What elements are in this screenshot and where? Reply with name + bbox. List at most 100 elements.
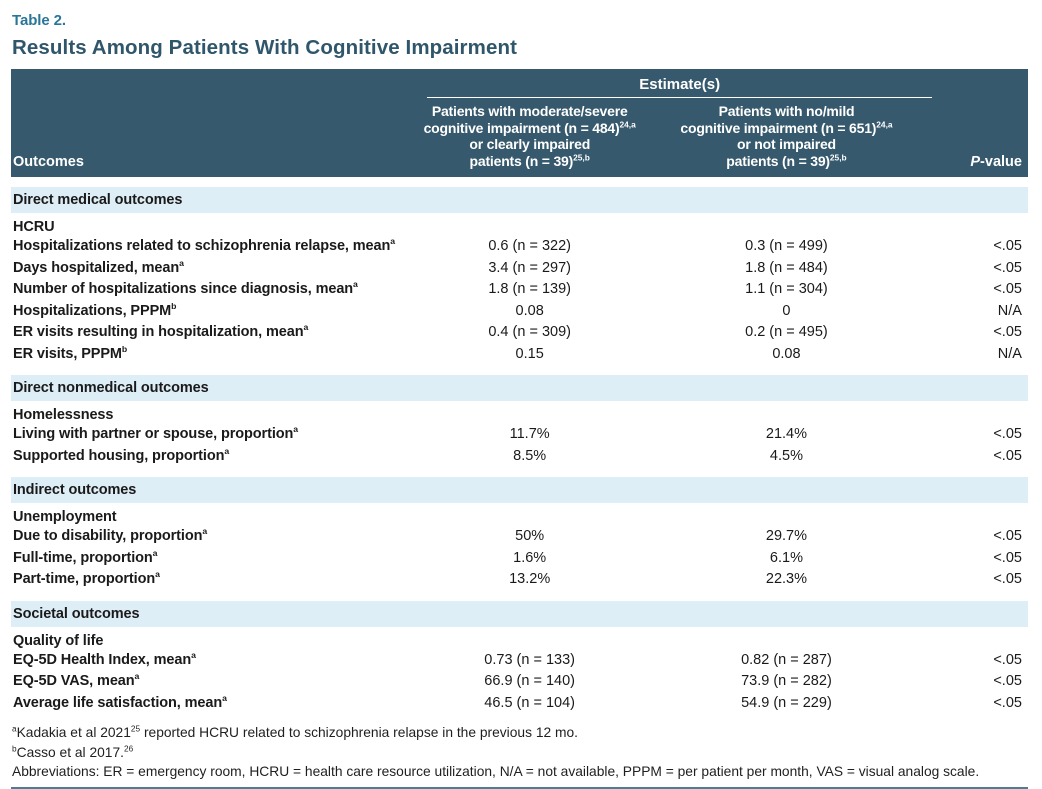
estimate-cell-no-mild: 73.9 (n = 282) [741,673,832,689]
section-band: Direct nonmedical outcomes [11,375,1028,401]
p-value-cell: <.05 [993,238,1022,254]
subgroup-label: HCRU [13,219,55,235]
estimates-group: Estimate(s) Patients with moderate/sever… [423,69,937,177]
estimates-group-label: Estimate(s) [426,76,933,98]
estimate-cell-no-mild: 0.08 [772,345,801,362]
table-row: Number of hospitalizations since diagnos… [11,279,1028,301]
estimate-cell-no-mild: 0 [782,302,791,319]
estimate-cell-no-mild: 0.3 (n = 499) [745,238,828,254]
table-row: Days hospitalized, meana 3.4 (n = 297) 1… [11,258,1028,280]
footnote-marker: a [222,692,227,703]
subgroup-label: Unemployment [13,509,117,525]
header-line: patients (n = 39)25,b [726,151,847,169]
estimate-cell-no-mild: 0.82 (n = 287) [741,651,832,668]
table-row: Living with partner or spouse, proportio… [11,424,1028,446]
p-value-cell: <.05 [993,324,1022,340]
row-outcome-label: ER visits resulting in hospitalization, … [13,322,309,340]
footnote-marker: a [134,671,140,682]
estimate-cell-moderate: 11.7% [509,426,550,442]
footnote-marker: a [179,257,184,268]
section-societal: Societal outcomes Quality of life EQ-5D … [11,600,1028,715]
citation-superscript: 25,b [573,151,590,162]
row-outcome-label: Living with partner or spouse, proportio… [13,424,299,442]
table-row: Full-time, proportiona 1.6% 6.1% <.05 [11,548,1028,570]
footnote-marker: a [152,547,158,558]
row-outcome-label: Days hospitalized, meana [13,257,184,276]
p-value-cell: <.05 [993,281,1022,297]
footnote-marker: b [12,743,17,753]
footnote-a: aKadakia et al 202125 reported HCRU rela… [12,724,579,740]
footnote-marker: a [353,279,358,290]
footnote-marker: a [202,526,208,537]
estimate-cell-no-mild: 29.7% [765,528,807,544]
estimate-cell-moderate: 0.73 (n = 133) [484,651,575,668]
estimate-cell-no-mild: 21.4% [765,426,807,442]
citation-superscript: 24,a [876,118,893,129]
p-value-cell: <.05 [993,447,1022,464]
estimate-cell-moderate: 1.6% [513,549,547,566]
estimate-cell-no-mild: 1.8 (n = 484) [745,259,828,276]
header-line: cognitive impairment (n = 484)24,a [423,118,636,136]
estimate-cell-no-mild: 4.5% [769,447,803,464]
row-outcome-label: ER visits, PPPMb [13,343,128,362]
p-value-cell: <.05 [993,694,1022,711]
estimate-cell-no-mild: 22.3% [765,571,807,587]
table-row: Hospitalizations, PPPMb 0.08 0 N/A [11,301,1028,323]
row-outcome-label: Average life satisfaction, meana [13,692,227,711]
table-row: ER visits resulting in hospitalization, … [11,322,1028,344]
estimate-cell-moderate: 1.8 (n = 139) [488,281,571,297]
row-outcome-label: Supported housing, proportiona [13,445,230,464]
p-value-cell: <.05 [993,528,1022,544]
abbreviations-line: Abbreviations: ER = emergency room, HCRU… [12,764,980,779]
p-value-cell: N/A [997,345,1022,362]
section-direct-nonmedical: Direct nonmedical outcomes Homelessness … [11,375,1028,467]
row-outcome-label: Part-time, proportiona [13,569,160,587]
table-header: Outcomes Estimate(s) Patients with moder… [11,69,1028,177]
footnote-marker: a [224,445,230,456]
estimate-cell-no-mild: 54.9 (n = 229) [741,694,832,711]
row-outcome-label: Hospitalizations related to schizophreni… [13,236,396,254]
section-band: Direct medical outcomes [11,187,1028,213]
subgroup-label: Homelessness [13,407,114,423]
footnote-marker: a [191,649,196,660]
row-outcome-label: Full-time, proportiona [13,547,158,566]
estimate-cell-moderate: 0.08 [515,302,544,319]
p-value-cell: <.05 [993,259,1022,276]
header-outcomes-label: Outcomes [13,154,84,170]
estimate-cell-moderate: 8.5% [513,447,547,464]
table-title: Results Among Patients With Cognitive Im… [12,36,518,59]
header-col-moderate-severe: Patients with moderate/severe cognitive … [423,103,637,169]
citation-superscript: 25 [130,724,141,734]
header-line: cognitive impairment (n = 651)24,a [680,118,893,136]
table-row: Hospitalizations related to schizophreni… [11,236,1028,258]
footnote-b: bCasso et al 2017.26 [12,743,134,760]
footnote-marker: a [293,424,299,435]
p-value-cell: <.05 [993,426,1022,442]
section-band: Indirect outcomes [11,477,1028,503]
estimate-cell-moderate: 0.15 [515,345,544,362]
estimate-cell-moderate: 0.6 (n = 322) [488,238,571,254]
p-value-cell: <.05 [993,571,1022,587]
table-row: EQ-5D VAS, meana 66.9 (n = 140) 73.9 (n … [11,671,1028,693]
p-value-cell: <.05 [993,651,1022,668]
header-line: Patients with moderate/severe [431,103,628,119]
estimate-cell-no-mild: 6.1% [769,549,803,566]
row-outcome-label: Number of hospitalizations since diagnos… [13,279,358,297]
estimate-cell-moderate: 66.9 (n = 140) [484,673,575,689]
table-row: Supported housing, proportiona 8.5% 4.5%… [11,446,1028,468]
citation-superscript: 24,a [619,118,636,129]
subgroup-label: Quality of life [13,632,104,649]
table-footnotes: aKadakia et al 202125 reported HCRU rela… [11,723,1028,782]
estimate-cell-moderate: 13.2% [509,571,551,587]
table-row: ER visits, PPPMb 0.15 0.08 N/A [11,344,1028,366]
estimate-column-headers: Patients with moderate/severe cognitive … [423,98,937,169]
section-direct-medical: Direct medical outcomes HCRU Hospitaliza… [11,187,1028,365]
citation-superscript: 26 [124,743,134,753]
estimate-cell-moderate: 50% [515,528,545,544]
header-line: patients (n = 39)25,b [469,151,590,169]
estimate-cell-no-mild: 1.1 (n = 304) [745,281,828,297]
footnote-marker: b [121,343,128,354]
citation-superscript: 25,b [829,151,847,162]
section-indirect: Indirect outcomes Unemployment Due to di… [11,477,1028,591]
footnote-marker: a [390,236,396,247]
